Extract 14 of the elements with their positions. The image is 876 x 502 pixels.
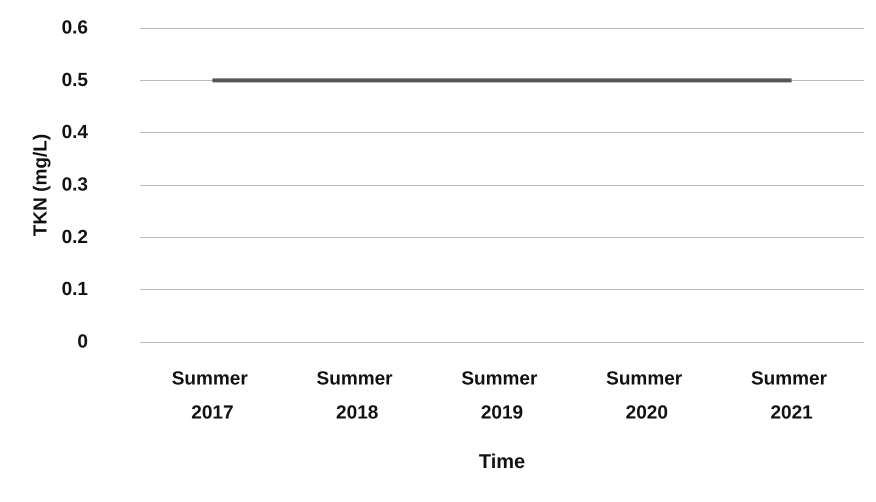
y-tick-label: 0.2 (62, 226, 88, 248)
x-tick-label: Summer 2021 (750, 368, 832, 424)
x-tick-label: Summer 2018 (316, 368, 398, 424)
x-axis-title: Time (478, 451, 526, 473)
y-tick-label: 0.6 (62, 18, 88, 38)
y-tick-label: 0.5 (62, 70, 88, 91)
x-tick-label: Summer 2017 (172, 368, 254, 424)
y-tick-label: 0.1 (62, 279, 88, 300)
x-tick-label: Summer 2020 (606, 368, 688, 424)
x-tick-label: Summer 2019 (461, 368, 543, 424)
y-tick-label: 0.4 (62, 122, 88, 144)
y-tick-label: 0 (77, 332, 88, 352)
y-axis-title: TKN (mg/L) (30, 134, 52, 236)
y-tick-label: 0.3 (62, 174, 88, 196)
